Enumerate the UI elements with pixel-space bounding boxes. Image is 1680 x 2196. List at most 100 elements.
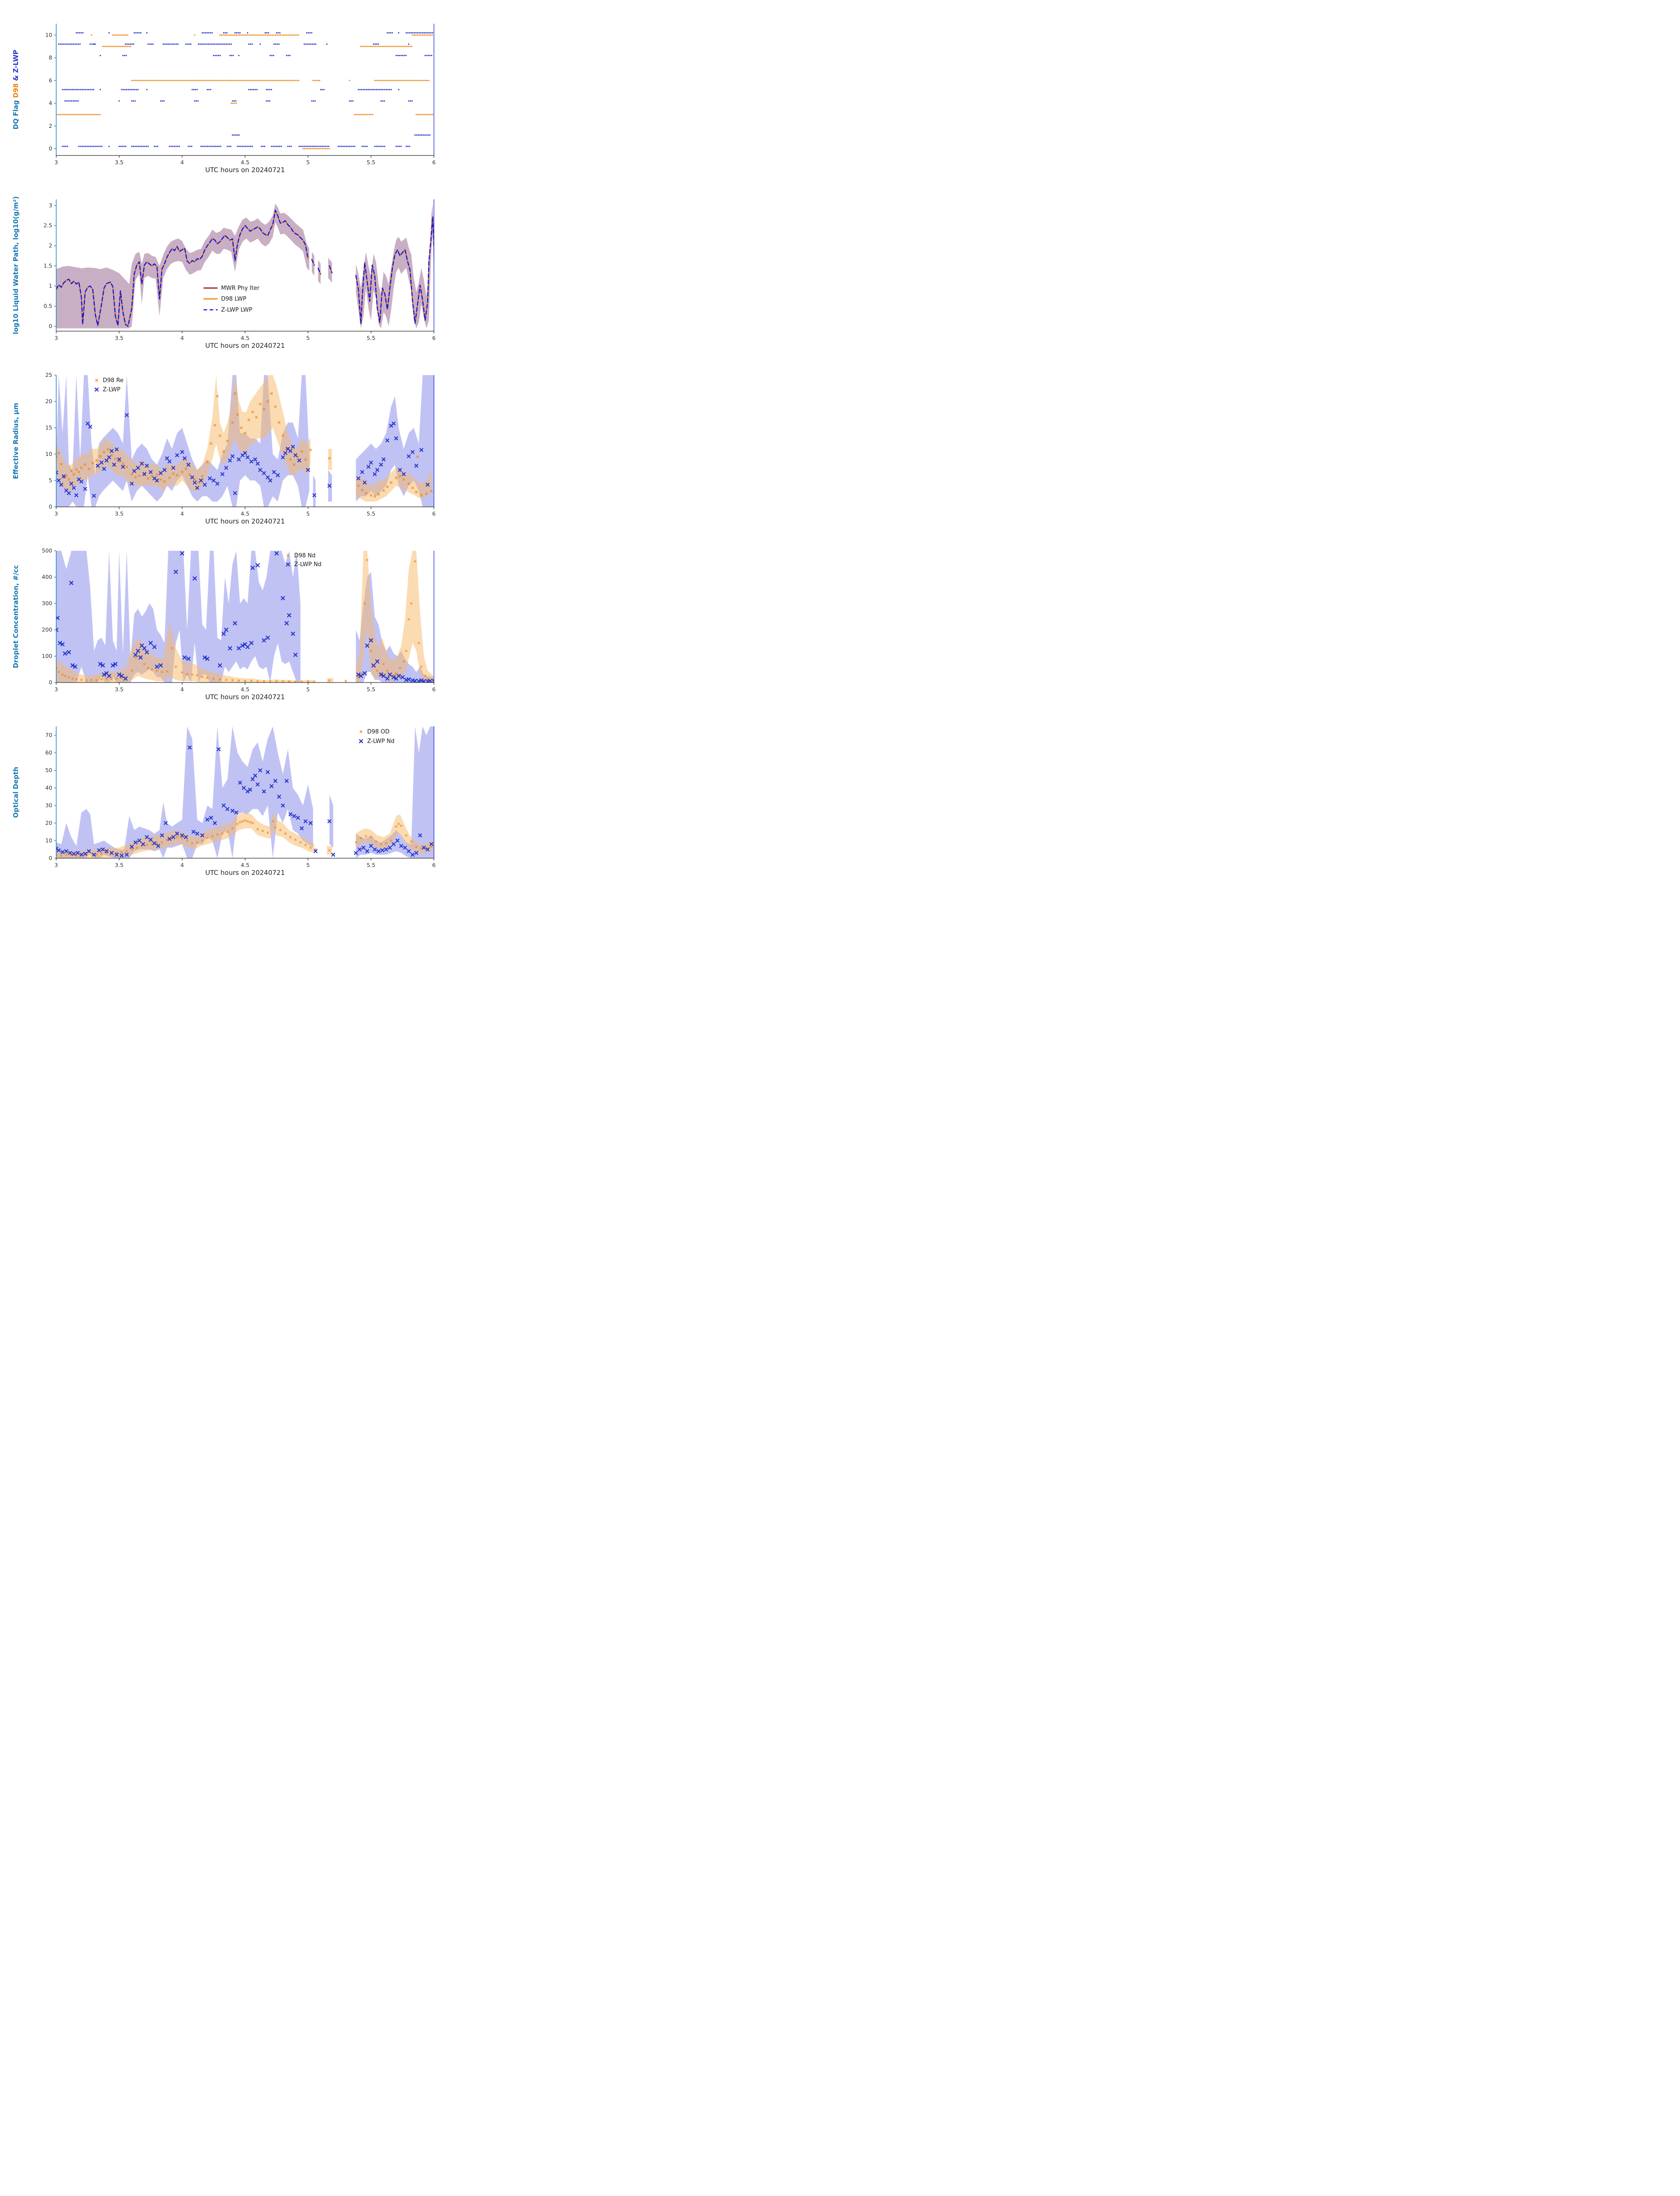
svg-text:5.5: 5.5 bbox=[367, 510, 376, 517]
y-axis-label-text: & Z-LWP bbox=[12, 50, 20, 83]
svg-text:6: 6 bbox=[432, 862, 436, 868]
svg-text:3: 3 bbox=[54, 159, 58, 166]
svg-text:10: 10 bbox=[45, 451, 52, 457]
plot-droplet-concentration: 3 3.5 4 4.5 5 5.5 6 0 100 200 300 400 500 D98 Nd Z-LWP… bbox=[42, 547, 436, 693]
svg-text:20: 20 bbox=[45, 398, 52, 405]
svg-text:Z-LWP: Z-LWP bbox=[103, 386, 120, 393]
y-axis-label-droplet-concentration: Droplet Concentration, #/cc bbox=[12, 565, 20, 668]
svg-text:5: 5 bbox=[306, 159, 310, 166]
svg-text:6: 6 bbox=[432, 510, 436, 517]
svg-text:3.5: 3.5 bbox=[115, 159, 123, 166]
svg-text:5.5: 5.5 bbox=[367, 159, 376, 166]
svg-text:4.5: 4.5 bbox=[241, 159, 249, 166]
svg-text:4.5: 4.5 bbox=[241, 686, 249, 693]
svg-text:3.5: 3.5 bbox=[115, 335, 123, 341]
svg-text:1: 1 bbox=[49, 282, 52, 289]
panel-optical-depth: Optical Depth 3 3.5 4 4.5 5 5.5 6 0 10 20 30 40 50 60… bbox=[0, 715, 560, 891]
svg-text:D98 LWP: D98 LWP bbox=[221, 296, 246, 303]
svg-text:15: 15 bbox=[45, 424, 52, 431]
svg-text:3: 3 bbox=[54, 686, 58, 693]
svg-text:5.5: 5.5 bbox=[367, 686, 376, 693]
svg-text:Z-LWP Nd: Z-LWP Nd bbox=[294, 561, 322, 568]
x-axis-label: UTC hours on 20240721 bbox=[205, 869, 285, 877]
svg-text:25: 25 bbox=[45, 372, 52, 378]
svg-text:100: 100 bbox=[42, 653, 52, 659]
y-axis-label-lwp: log10 Liquid Water Path, log10(g/m²) bbox=[12, 196, 20, 334]
svg-text:4: 4 bbox=[49, 100, 52, 106]
svg-text:5.5: 5.5 bbox=[367, 862, 376, 868]
svg-text:5: 5 bbox=[306, 862, 310, 868]
svg-text:4: 4 bbox=[181, 686, 184, 693]
panel-droplet-concentration: Droplet Concentration, #/cc 3 3.5 4 4.5 5 5.5… bbox=[0, 539, 560, 715]
svg-text:0: 0 bbox=[49, 855, 52, 861]
svg-text:4.5: 4.5 bbox=[241, 510, 249, 517]
plot-liquid-water-path: 3 3.5 4 4.5 5 5.5 6 0 0.5 1 1.5 2 2.5 3 MWR Phy Iter D9… bbox=[43, 199, 436, 341]
y-axis-label-text: log10 Liquid Water Path, log10(g/m²) bbox=[12, 196, 20, 335]
svg-text:D98 Re: D98 Re bbox=[103, 377, 123, 384]
y-axis-label-effective-radius: Effective Radius, μm bbox=[12, 403, 20, 479]
y-axis-label-dq-flag: DQ Flag D98 & Z-LWP bbox=[12, 50, 20, 130]
svg-text:6: 6 bbox=[432, 686, 436, 693]
y-axis-label-text: DQ Flag bbox=[12, 100, 20, 130]
svg-text:8: 8 bbox=[49, 54, 52, 61]
svg-text:D98 OD: D98 OD bbox=[367, 729, 390, 735]
svg-text:D98 Nd: D98 Nd bbox=[294, 553, 316, 559]
svg-text:3: 3 bbox=[54, 510, 58, 517]
svg-text:400: 400 bbox=[42, 574, 52, 580]
svg-text:Z-LWP LWP: Z-LWP LWP bbox=[221, 307, 252, 313]
panel-dq-flag: DQ Flag D98 & Z-LWP 3 3.5 4 4.5 5 5.5 6 0 2 4 6 8 10… bbox=[0, 12, 560, 188]
svg-text:5: 5 bbox=[306, 335, 310, 341]
svg-text:0: 0 bbox=[49, 323, 52, 329]
svg-text:10: 10 bbox=[45, 32, 52, 38]
svg-text:2: 2 bbox=[49, 242, 52, 249]
svg-text:0: 0 bbox=[49, 503, 52, 510]
svg-text:60: 60 bbox=[45, 749, 52, 756]
y-axis-label-optical-depth: Optical Depth bbox=[12, 767, 20, 818]
svg-text:6: 6 bbox=[432, 335, 436, 341]
svg-text:6: 6 bbox=[432, 159, 436, 166]
y-axis-label-text: D98 bbox=[12, 83, 20, 101]
svg-text:20: 20 bbox=[45, 820, 52, 826]
svg-text:MWR Phy Iter: MWR Phy Iter bbox=[221, 285, 260, 292]
svg-text:300: 300 bbox=[42, 600, 52, 607]
svg-text:2: 2 bbox=[49, 123, 52, 129]
svg-text:3.5: 3.5 bbox=[115, 686, 123, 693]
svg-text:50: 50 bbox=[45, 767, 52, 773]
svg-text:5: 5 bbox=[306, 510, 310, 517]
svg-text:3: 3 bbox=[54, 335, 58, 341]
x-axis-label: UTC hours on 20240721 bbox=[205, 342, 285, 350]
svg-text:4: 4 bbox=[181, 862, 184, 868]
svg-text:4.5: 4.5 bbox=[241, 335, 249, 341]
svg-text:70: 70 bbox=[45, 732, 52, 738]
y-axis-label-text: Droplet Concentration, #/cc bbox=[12, 565, 20, 668]
svg-text:1.5: 1.5 bbox=[43, 262, 52, 269]
y-axis-label-text: Effective Radius, μm bbox=[12, 403, 20, 479]
svg-text:4: 4 bbox=[181, 335, 184, 341]
x-axis-label: UTC hours on 20240721 bbox=[205, 166, 285, 174]
panel-effective-radius: Effective Radius, μm 3 3.5 4 4.5 5 5.5 6 0 5 10 15… bbox=[0, 364, 560, 539]
panel-liquid-water-path: log10 Liquid Water Path, log10(g/m²) 3 3.… bbox=[0, 188, 560, 364]
x-axis-label: UTC hours on 20240721 bbox=[205, 693, 285, 701]
svg-text:30: 30 bbox=[45, 802, 52, 809]
svg-text:3.5: 3.5 bbox=[115, 510, 123, 517]
svg-text:40: 40 bbox=[45, 784, 52, 791]
svg-text:0.5: 0.5 bbox=[43, 303, 52, 309]
plot-effective-radius: 3 3.5 4 4.5 5 5.5 6 0 5 10 15 20 25 D98 Re Z-LWP bbox=[45, 372, 436, 517]
svg-text:3.5: 3.5 bbox=[115, 862, 123, 868]
svg-text:2.5: 2.5 bbox=[43, 222, 52, 229]
svg-text:3: 3 bbox=[49, 202, 52, 209]
svg-text:4: 4 bbox=[181, 510, 184, 517]
svg-text:200: 200 bbox=[42, 626, 52, 633]
svg-text:4.5: 4.5 bbox=[241, 862, 249, 868]
plot-dq-flag: 3 3.5 4 4.5 5 5.5 6 0 2 4 6 8 10 bbox=[45, 24, 436, 166]
svg-text:5: 5 bbox=[49, 477, 52, 484]
svg-text:0: 0 bbox=[49, 145, 52, 152]
svg-text:500: 500 bbox=[42, 547, 52, 554]
x-axis-label: UTC hours on 20240721 bbox=[205, 517, 285, 525]
svg-text:5: 5 bbox=[306, 686, 310, 693]
figure: DQ Flag D98 & Z-LWP 3 3.5 4 4.5 5 5.5 6 0 2 4 6 8 10… bbox=[0, 0, 560, 891]
svg-text:6: 6 bbox=[49, 77, 52, 83]
svg-text:Z-LWP Nd: Z-LWP Nd bbox=[367, 738, 394, 745]
svg-text:5.5: 5.5 bbox=[367, 335, 376, 341]
